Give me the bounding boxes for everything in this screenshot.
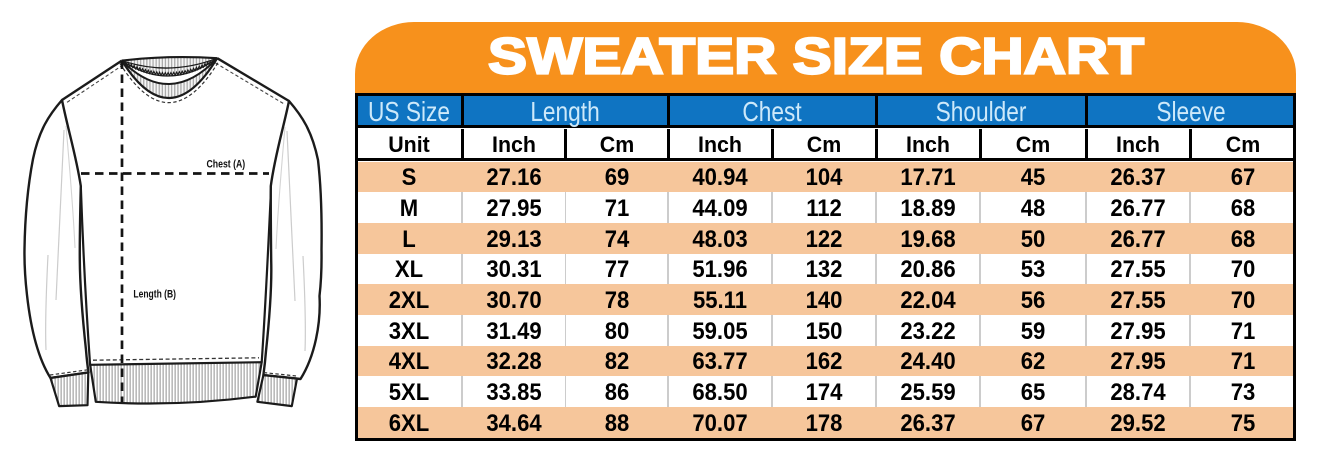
svg-text:Chest (A): Chest (A) [207,159,246,171]
svg-text:Length (B): Length (B) [133,289,176,301]
